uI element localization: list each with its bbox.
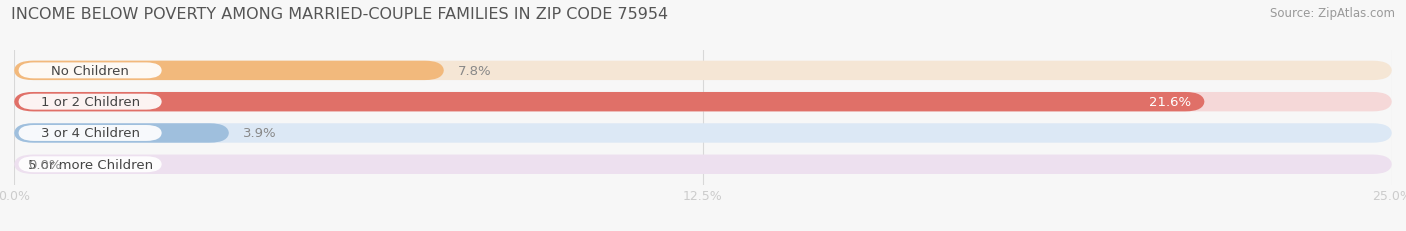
FancyBboxPatch shape bbox=[14, 61, 444, 81]
FancyBboxPatch shape bbox=[14, 124, 229, 143]
FancyBboxPatch shape bbox=[18, 157, 162, 173]
Text: 7.8%: 7.8% bbox=[458, 65, 491, 78]
FancyBboxPatch shape bbox=[18, 125, 162, 141]
Text: 0.0%: 0.0% bbox=[28, 158, 62, 171]
Text: 3.9%: 3.9% bbox=[243, 127, 277, 140]
FancyBboxPatch shape bbox=[14, 93, 1392, 112]
FancyBboxPatch shape bbox=[14, 124, 1392, 143]
Text: Source: ZipAtlas.com: Source: ZipAtlas.com bbox=[1270, 7, 1395, 20]
Text: 21.6%: 21.6% bbox=[1149, 96, 1191, 109]
Text: INCOME BELOW POVERTY AMONG MARRIED-COUPLE FAMILIES IN ZIP CODE 75954: INCOME BELOW POVERTY AMONG MARRIED-COUPL… bbox=[11, 7, 668, 22]
FancyBboxPatch shape bbox=[14, 93, 1205, 112]
FancyBboxPatch shape bbox=[18, 94, 162, 110]
FancyBboxPatch shape bbox=[18, 63, 162, 79]
FancyBboxPatch shape bbox=[14, 61, 1392, 81]
Text: 3 or 4 Children: 3 or 4 Children bbox=[41, 127, 139, 140]
Text: 5 or more Children: 5 or more Children bbox=[28, 158, 153, 171]
Text: No Children: No Children bbox=[51, 65, 129, 78]
FancyBboxPatch shape bbox=[14, 155, 1392, 174]
Text: 1 or 2 Children: 1 or 2 Children bbox=[41, 96, 139, 109]
